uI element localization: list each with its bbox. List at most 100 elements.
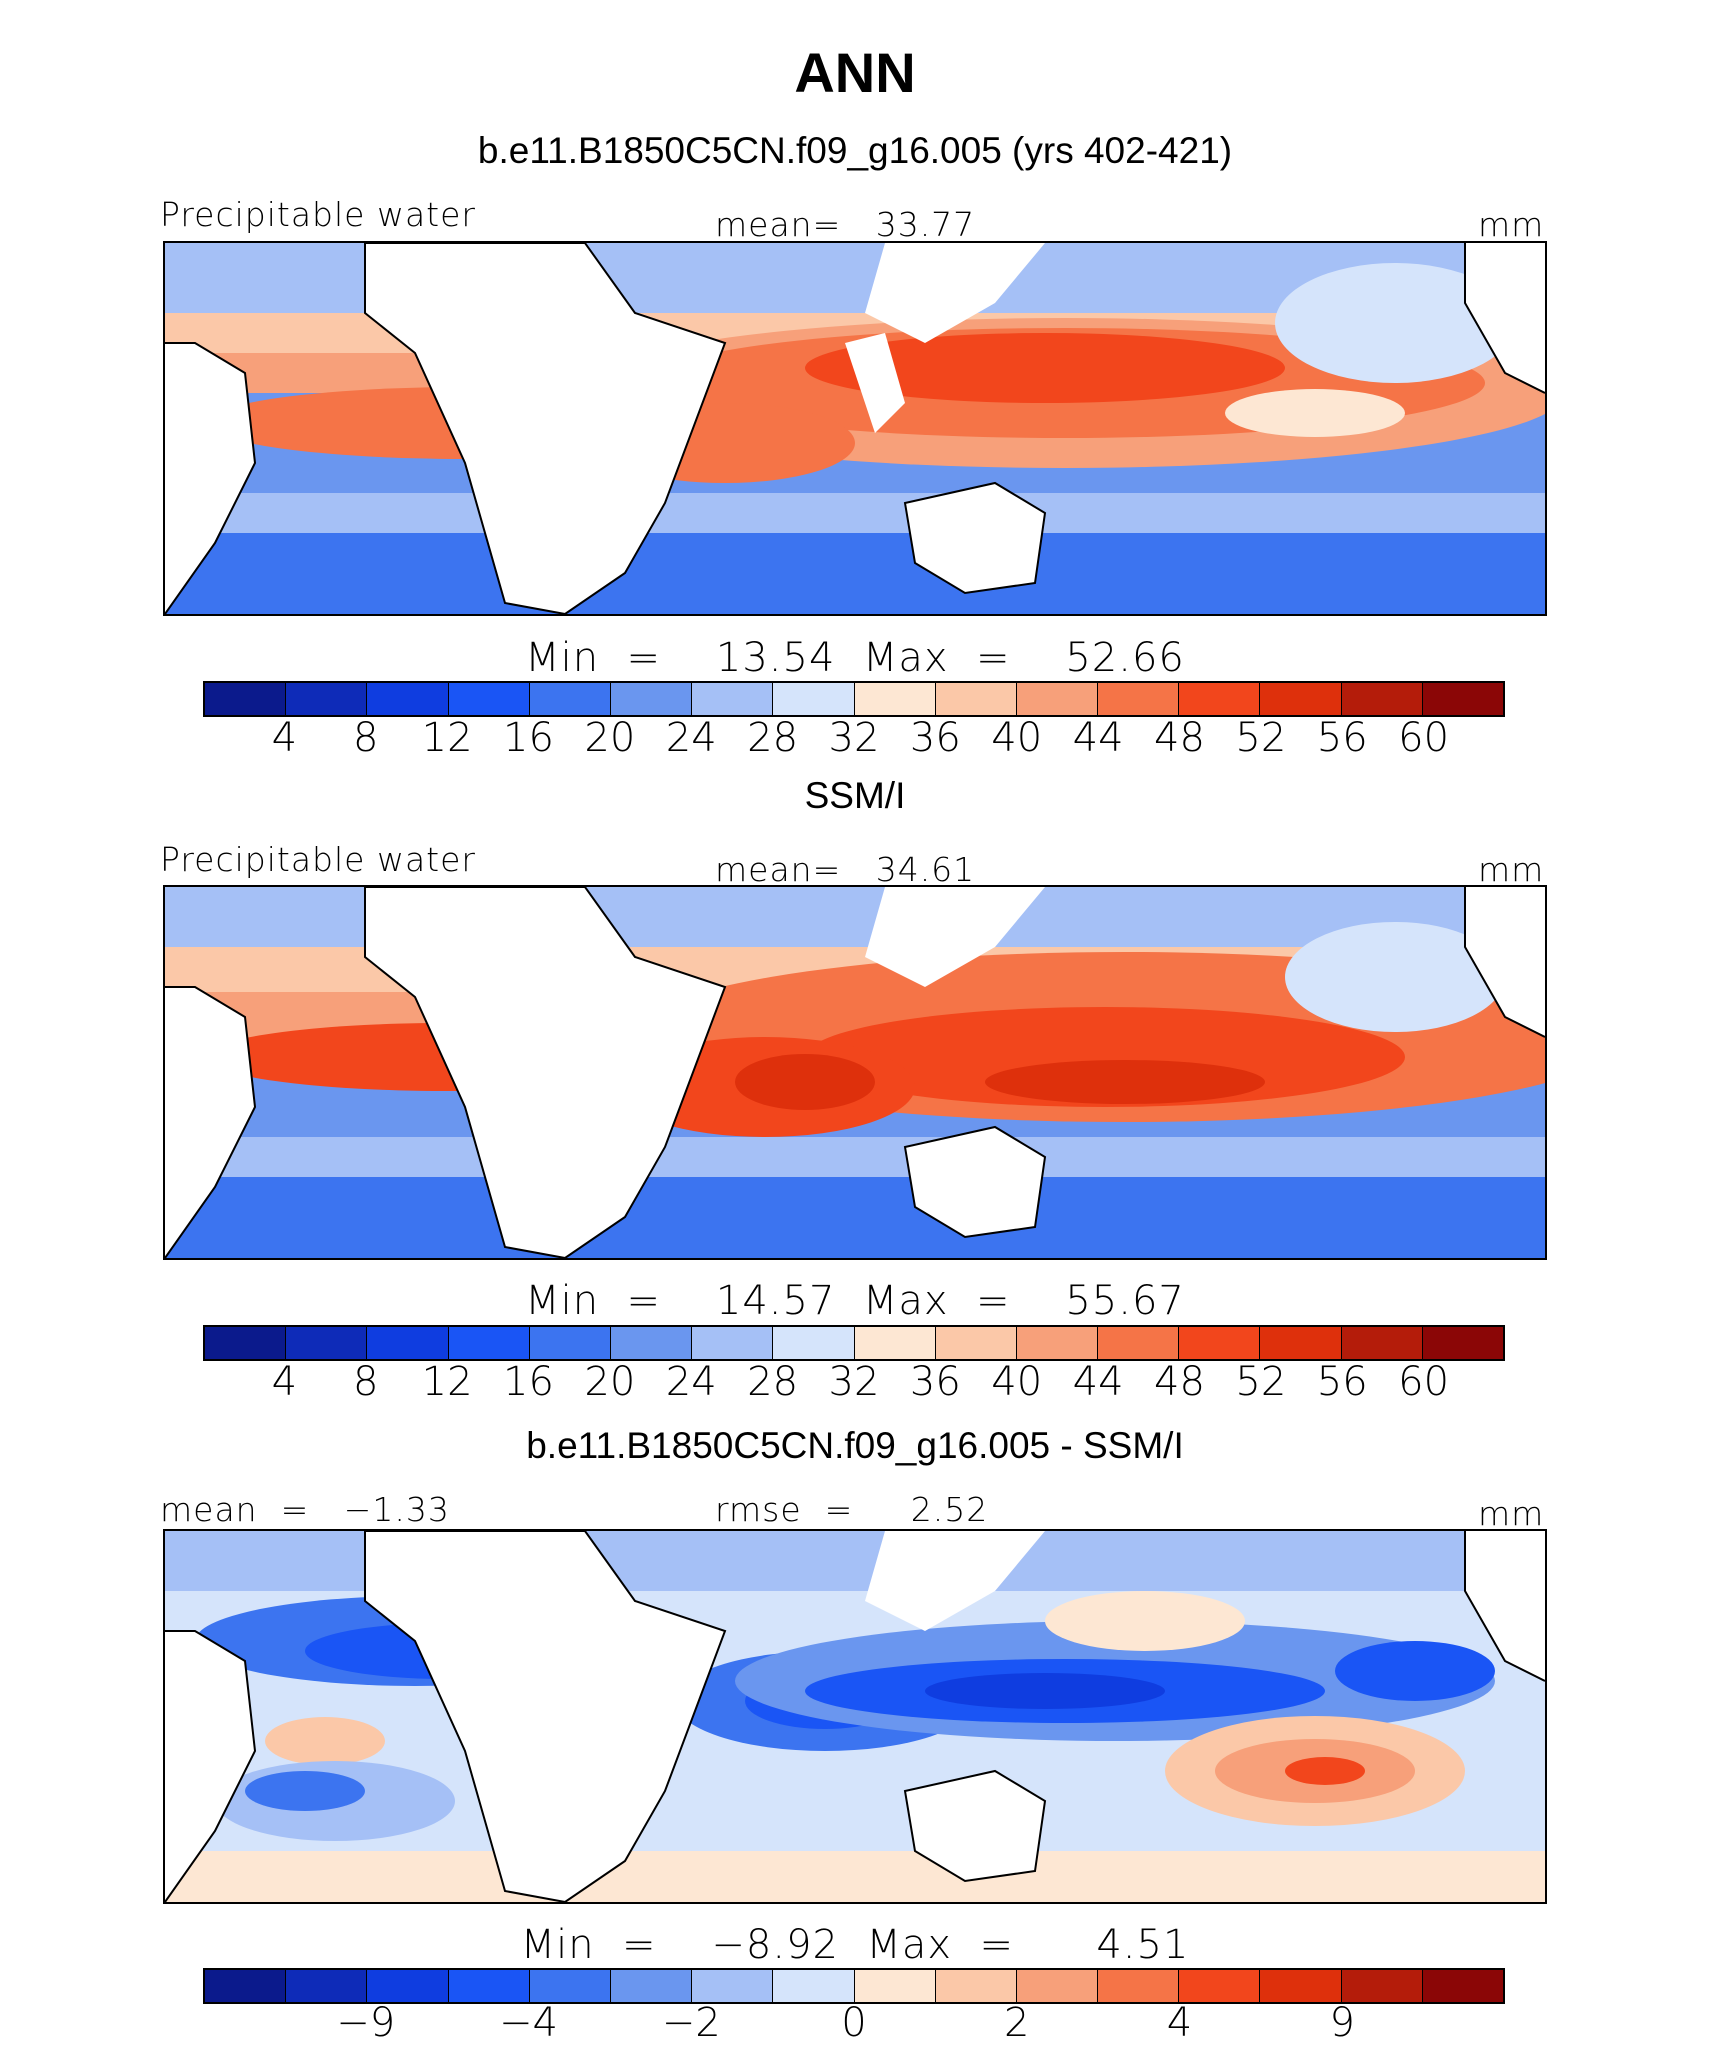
colorbar-tick-label: 24	[665, 715, 717, 761]
colorbar-swatch	[692, 1327, 774, 1359]
colorbar-swatch	[205, 683, 287, 715]
panel-2-field-plot	[165, 887, 1545, 1258]
colorbar-tick-label: 40	[991, 1359, 1043, 1405]
panel-3-colorbar-ticks: −9 −4 −2 0 2 4 9	[203, 2000, 1505, 2050]
colorbar-tick-label: 12	[421, 1359, 473, 1405]
colorbar-swatch	[448, 1327, 530, 1359]
panel-3-title: b.e11.B1850C5CN.f09_g16.005 - SSM/I	[526, 1425, 1184, 1466]
panel-2-units: mm	[1478, 850, 1545, 889]
colorbar-swatch	[1179, 683, 1261, 715]
panel-2-map	[163, 885, 1547, 1260]
panel-3-mean-label: mean = −1.33	[160, 1490, 450, 1529]
colorbar-swatch	[1341, 1970, 1423, 2002]
colorbar-tick-label: 16	[503, 1359, 554, 1405]
colorbar-tick-label: 0	[841, 2000, 867, 2046]
colorbar-swatch	[367, 1327, 449, 1359]
colorbar-swatch	[529, 1970, 611, 2002]
colorbar-tick-label: 24	[665, 1359, 717, 1405]
colorbar-tick-label: 20	[584, 715, 636, 761]
panel-1-mean-label: mean= 33.77	[715, 205, 976, 244]
panel-2-mean-label: mean= 34.61	[715, 850, 976, 889]
colorbar-swatch	[1422, 1970, 1503, 2002]
colorbar-tick-label: 48	[1154, 715, 1205, 761]
colorbar-swatch	[1341, 1327, 1423, 1359]
colorbar-swatch	[610, 1327, 693, 1359]
colorbar-tick-label: 20	[584, 1359, 636, 1405]
colorbar-swatch	[773, 683, 855, 715]
panel-3-map	[163, 1529, 1547, 1904]
colorbar-swatch	[1016, 683, 1099, 715]
colorbar-swatch	[935, 1327, 1017, 1359]
colorbar-swatch	[286, 1970, 368, 2002]
panel-2-colorbar	[203, 1325, 1505, 1361]
panel-2-variable-label: Precipitable water	[160, 840, 476, 879]
colorbar-tick-label: −9	[336, 2000, 396, 2046]
colorbar-tick-label: 52	[1235, 1359, 1287, 1405]
panel-2-min-max: Min = 14.57 Max = 55.67	[525, 1278, 1185, 1324]
colorbar-swatch	[1179, 1970, 1261, 2002]
colorbar-tick-label: 60	[1398, 1359, 1450, 1405]
colorbar-swatch	[448, 1970, 530, 2002]
colorbar-tick-label: 9	[1329, 2000, 1355, 2046]
colorbar-swatch	[854, 683, 936, 715]
colorbar-tick-label: 16	[503, 715, 554, 761]
colorbar-swatch	[286, 1327, 368, 1359]
panel-3-rmse-label: rmse = 2.52	[715, 1490, 989, 1529]
colorbar-swatch	[1260, 683, 1342, 715]
colorbar-swatch	[773, 1970, 855, 2002]
colorbar-swatch	[529, 1327, 611, 1359]
panel-3-min-max: Min = −8.92 Max = 4.51	[520, 1922, 1190, 1968]
colorbar-swatch	[1422, 683, 1503, 715]
colorbar-swatch	[1179, 1327, 1261, 1359]
panel-1-map	[163, 241, 1547, 616]
colorbar-swatch	[286, 683, 368, 715]
colorbar-tick-label: 28	[747, 715, 799, 761]
colorbar-swatch	[692, 1970, 774, 2002]
colorbar-tick-label: −4	[499, 2000, 558, 2046]
colorbar-tick-label: 4	[1166, 2000, 1193, 2046]
panel-1-min-max: Min = 13.54 Max = 52.66	[525, 635, 1185, 681]
colorbar-swatch	[1098, 1327, 1180, 1359]
panel-1-variable-label: Precipitable water	[160, 195, 476, 234]
colorbar-swatch	[205, 1970, 287, 2002]
panel-1-colorbar	[203, 681, 1505, 717]
figure-title: ANN	[794, 41, 916, 104]
colorbar-swatch	[205, 1327, 287, 1359]
colorbar-tick-label: 56	[1316, 1359, 1368, 1405]
panel-2-title: SSM/I	[804, 775, 906, 816]
colorbar-tick-label: 8	[353, 1359, 379, 1405]
panel-2-colorbar-ticks: 4 8 12 16 20 24 28 32 36 40 44 48 52 56 60	[203, 1359, 1505, 1409]
panel-1-field-plot	[165, 243, 1545, 614]
colorbar-tick-label: 4	[271, 1359, 298, 1405]
colorbar-swatch	[367, 1970, 449, 2002]
colorbar-swatch	[367, 683, 449, 715]
colorbar-tick-label: 4	[271, 715, 298, 761]
colorbar-swatch	[610, 683, 693, 715]
colorbar-tick-label: 36	[909, 715, 961, 761]
panel-1-colorbar-ticks: 4 8 12 16 20 24 28 32 36 40 44 48 52 56 60	[203, 715, 1505, 765]
panel-3-colorbar	[203, 1968, 1505, 2004]
panel-1-units: mm	[1478, 205, 1545, 244]
colorbar-swatch	[1098, 1970, 1180, 2002]
colorbar-tick-label: 32	[828, 1359, 880, 1405]
colorbar-swatch	[529, 683, 611, 715]
colorbar-tick-label: 56	[1316, 715, 1368, 761]
colorbar-swatch	[854, 1327, 936, 1359]
colorbar-swatch	[1260, 1970, 1342, 2002]
panel-3-field-plot	[165, 1531, 1545, 1902]
colorbar-swatch	[773, 1327, 855, 1359]
colorbar-swatch	[448, 683, 530, 715]
colorbar-tick-label: 52	[1235, 715, 1287, 761]
colorbar-swatch	[1260, 1327, 1342, 1359]
colorbar-swatch	[935, 683, 1017, 715]
colorbar-tick-label: 28	[747, 1359, 799, 1405]
colorbar-swatch	[935, 1970, 1017, 2002]
colorbar-tick-label: 60	[1398, 715, 1450, 761]
colorbar-swatch	[610, 1970, 693, 2002]
colorbar-swatch	[1098, 683, 1180, 715]
colorbar-swatch	[1341, 683, 1423, 715]
panel-1-title: b.e11.B1850C5CN.f09_g16.005 (yrs 402-421…	[477, 130, 1233, 171]
colorbar-tick-label: 32	[828, 715, 880, 761]
colorbar-tick-label: 44	[1072, 715, 1124, 761]
panel-3-units: mm	[1478, 1494, 1545, 1533]
